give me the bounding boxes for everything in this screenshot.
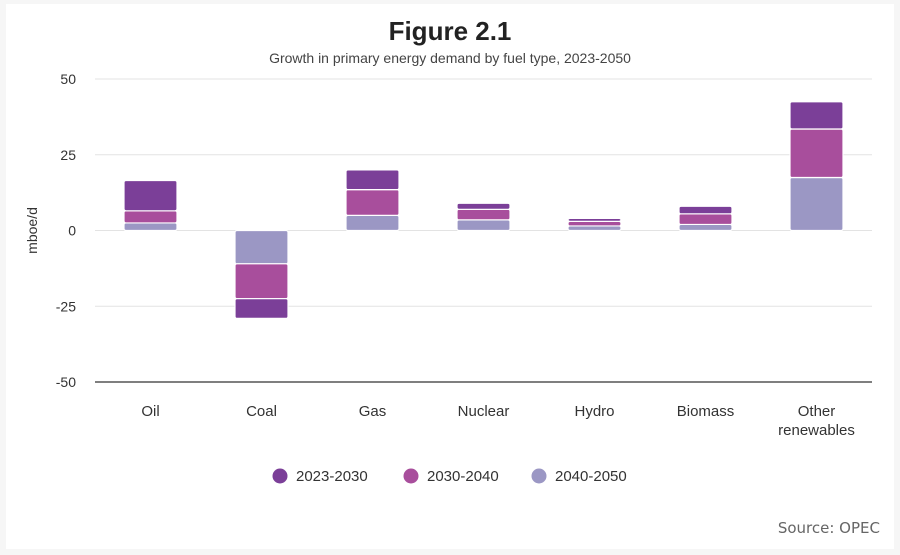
bar-segment-2030-2040 bbox=[567, 220, 622, 227]
bar-segment-2030-2040 bbox=[678, 213, 733, 226]
x-tick-label: Oil bbox=[141, 403, 159, 420]
bar-segment-2040-2050 bbox=[789, 176, 844, 232]
source-note: Source: OPEC bbox=[777, 519, 880, 537]
x-tick-label: Biomass bbox=[677, 403, 735, 420]
y-tick-label: 0 bbox=[68, 223, 76, 239]
bar-segment-2030-2040 bbox=[123, 210, 178, 224]
figure-title: Figure 2.1 bbox=[388, 16, 512, 46]
y-tick-label: 25 bbox=[60, 147, 76, 163]
chart-card: Figure 2.1 Growth in primary energy dema… bbox=[6, 4, 894, 549]
bar-segment-2023-2030 bbox=[456, 202, 511, 210]
bar-segment-2023-2030 bbox=[567, 217, 622, 223]
figure-subtitle: Growth in primary energy demand by fuel … bbox=[269, 50, 631, 66]
bar-segment-2040-2050 bbox=[567, 225, 622, 232]
y-tick-label: 50 bbox=[60, 71, 76, 87]
bar-segment-2023-2030 bbox=[345, 169, 400, 191]
bar-segment-2030-2040 bbox=[234, 263, 289, 300]
bar-segment-2040-2050 bbox=[678, 223, 733, 232]
x-tick-label: Coal bbox=[246, 403, 277, 420]
bar-segment-2023-2030 bbox=[678, 205, 733, 215]
legend-label: 2040-2050 bbox=[555, 468, 627, 485]
bar-chart: 50 25 0 -25 -50 mboe/d Oil Coal Gas Nuclear Hydro B… bbox=[24, 71, 872, 485]
bar-segment-2023-2030 bbox=[234, 298, 289, 319]
x-tick-label: renewables bbox=[778, 422, 855, 439]
bar-segment-2040-2050 bbox=[123, 222, 178, 232]
bar-segment-2023-2030 bbox=[123, 179, 178, 212]
bar-segment-2030-2040 bbox=[345, 188, 400, 216]
legend-marker bbox=[403, 468, 419, 484]
y-tick-label: -50 bbox=[56, 374, 76, 390]
legend-label: 2023-2030 bbox=[296, 468, 368, 485]
bar-segment-2040-2050 bbox=[234, 229, 289, 265]
y-tick-label: -25 bbox=[56, 298, 76, 314]
bar-segment-2030-2040 bbox=[456, 208, 511, 221]
x-tick-label: Gas bbox=[359, 403, 387, 420]
x-tick-label: Hydro bbox=[574, 403, 614, 420]
legend-marker bbox=[531, 468, 547, 484]
bar-segment-2023-2030 bbox=[789, 101, 844, 130]
y-axis-label: mboe/d bbox=[24, 207, 40, 254]
legend-marker bbox=[272, 468, 288, 484]
x-tick-label: Other bbox=[798, 403, 836, 420]
bar-segment-2030-2040 bbox=[789, 128, 844, 179]
bar-segment-2040-2050 bbox=[456, 219, 511, 232]
x-tick-label: Nuclear bbox=[458, 403, 510, 420]
legend-label: 2030-2040 bbox=[427, 468, 499, 485]
bar-segment-2040-2050 bbox=[345, 214, 400, 232]
